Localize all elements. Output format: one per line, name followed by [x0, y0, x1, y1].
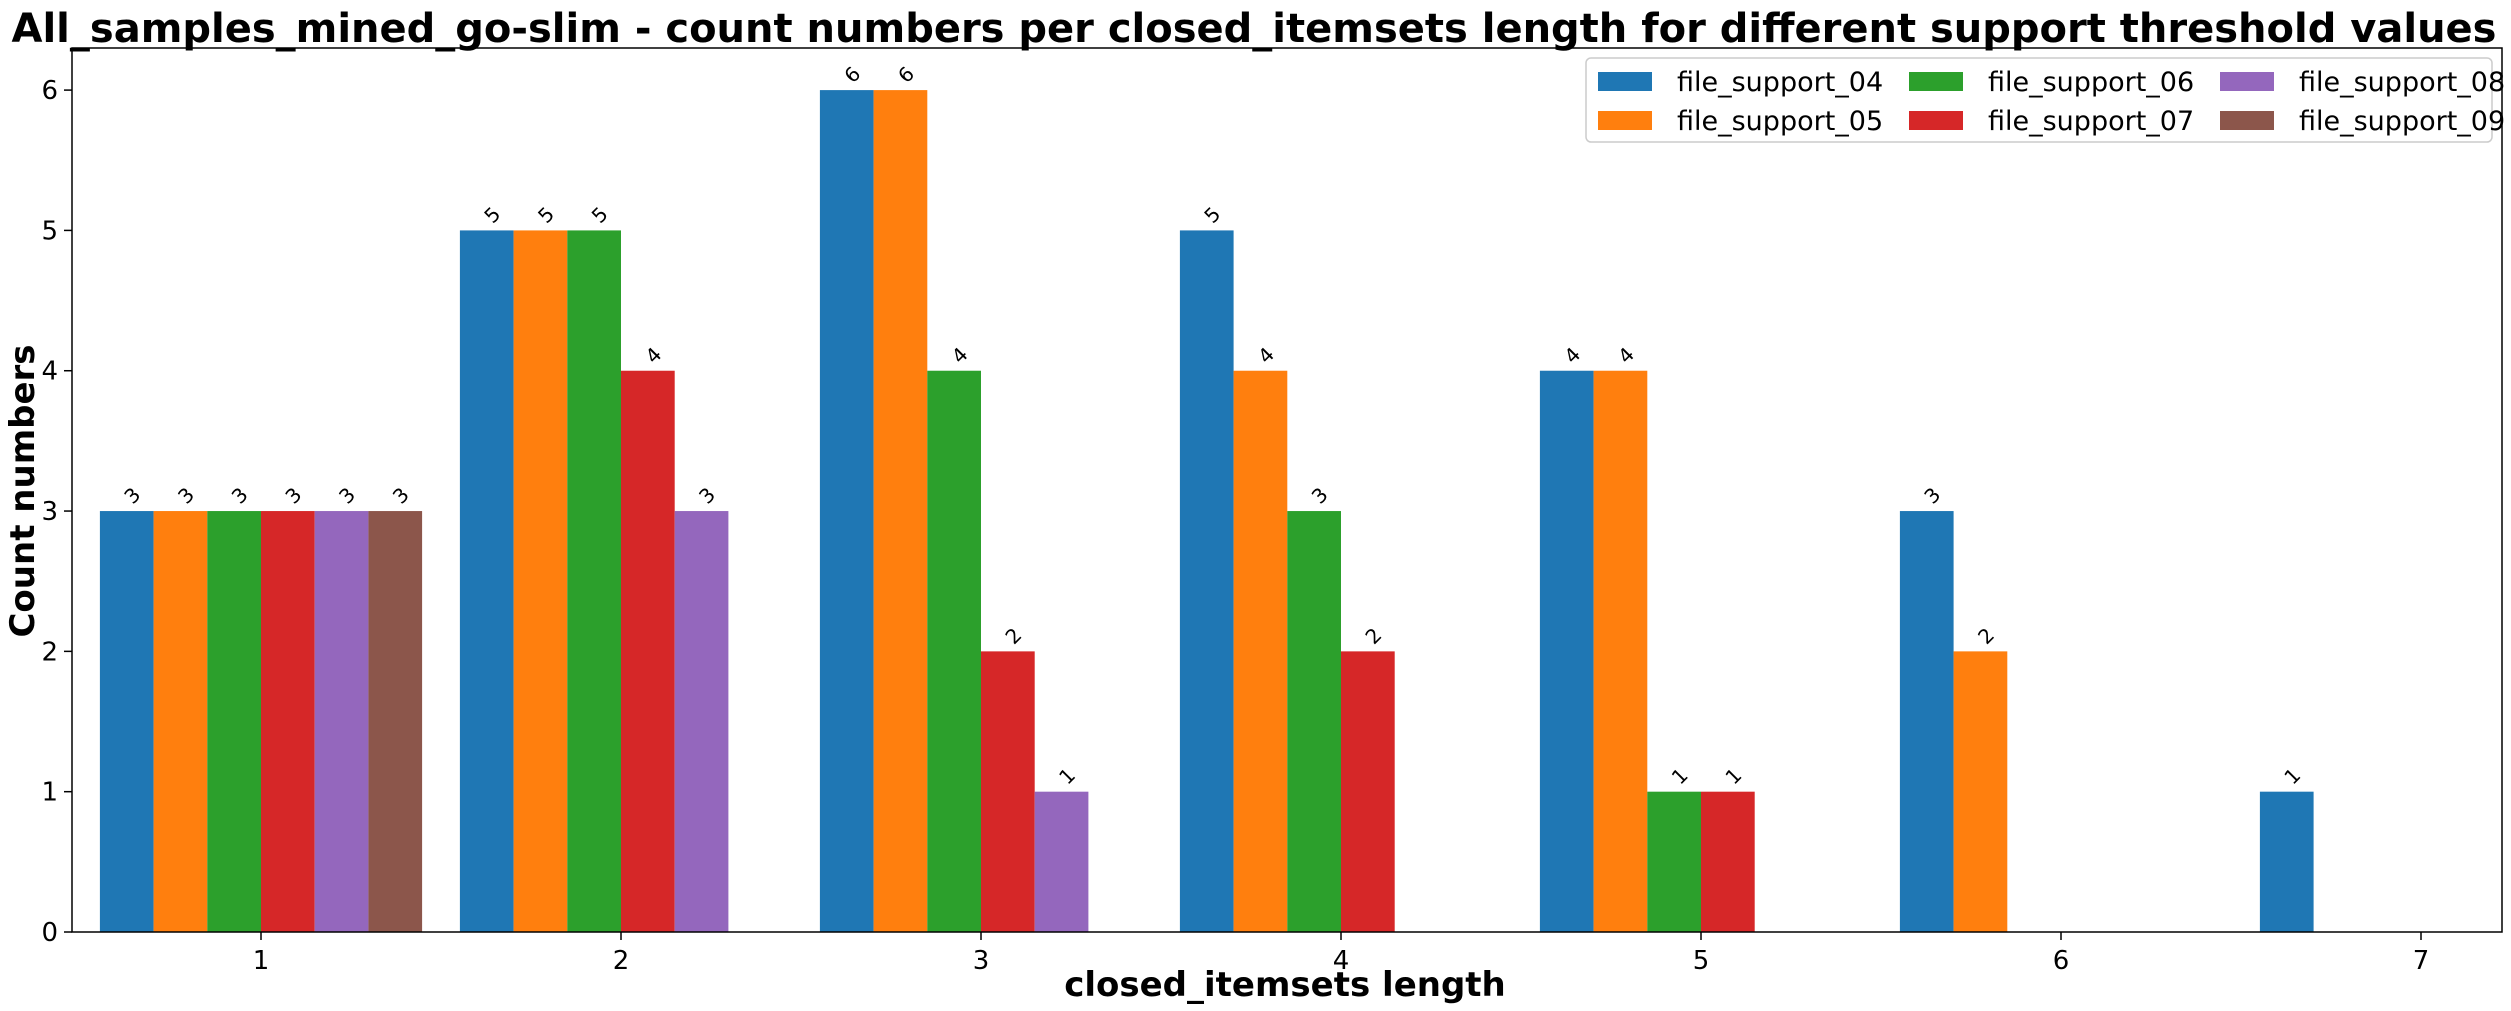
- bar-value-label: 4: [1613, 342, 1639, 368]
- bar: [621, 370, 675, 933]
- series-file_support_07: 3 4 2 2 1: [261, 342, 1755, 933]
- y-tick-label: 6: [41, 76, 58, 106]
- bar: [1899, 511, 1954, 932]
- bar: [1953, 651, 2008, 932]
- bar: [1233, 370, 1288, 933]
- bar-value-label: 3: [1919, 483, 1945, 509]
- legend-swatch: [1598, 111, 1652, 130]
- series-file_support_04: 3 5 6 5 4 3 1: [99, 62, 2314, 933]
- bar-value-label: 5: [587, 202, 613, 228]
- bar-value-label: 4: [640, 342, 666, 368]
- bar-value-label: 1: [1667, 763, 1693, 789]
- legend-label: file_support_04: [1677, 67, 1883, 98]
- bar: [2259, 791, 2314, 932]
- bar-value-label: 6: [893, 62, 919, 88]
- legend-label: file_support_07: [1988, 106, 2194, 137]
- legend-label: file_support_06: [1988, 67, 2194, 98]
- bar: [1647, 791, 1701, 932]
- x-axis-label: closed_itemsets length: [1064, 965, 1506, 1005]
- bar-value-label: 5: [479, 202, 505, 228]
- legend-label: file_support_09: [2299, 106, 2505, 137]
- bar-value-label: 3: [334, 483, 360, 509]
- legend-entry-file_support_05: file_support_05: [1598, 106, 1883, 137]
- legend-entry-file_support_06: file_support_06: [1909, 67, 2194, 98]
- chart-title: All_samples_mined_go-slim - count number…: [12, 6, 2497, 52]
- legend-swatch: [1598, 72, 1652, 91]
- bar: [1701, 791, 1755, 932]
- series-file_support_06: 3 5 4 3 1: [207, 202, 1701, 933]
- x-tick-label: 5: [1693, 946, 1710, 976]
- legend-swatch: [1909, 111, 1963, 130]
- bar-value-label: 4: [947, 342, 973, 368]
- x-tick-label: 4: [1333, 946, 1350, 976]
- bar-value-label: 2: [1973, 623, 1999, 649]
- bar-value-label: 1: [2279, 763, 2305, 789]
- x-tick-label: 2: [613, 946, 630, 976]
- legend-label: file_support_08: [2299, 67, 2505, 98]
- bar: [873, 90, 928, 933]
- bar-value-label: 3: [388, 483, 414, 509]
- legend-entry-file_support_07: file_support_07: [1909, 106, 2194, 137]
- bar: [1341, 651, 1395, 932]
- bar: [207, 511, 261, 932]
- bar: [368, 511, 423, 932]
- legend-entry-file_support_08: file_support_08: [2220, 67, 2505, 98]
- bar-value-label: 2: [1360, 623, 1386, 649]
- bar-value-label: 5: [1199, 202, 1225, 228]
- bar-value-label: 6: [839, 62, 865, 88]
- bar: [1539, 370, 1594, 933]
- x-tick-label: 7: [2413, 946, 2430, 976]
- bar: [927, 370, 981, 933]
- x-tick-label: 3: [973, 946, 990, 976]
- bar-value-label: 4: [1559, 342, 1585, 368]
- bar-value-label: 3: [1307, 483, 1333, 509]
- plot-frame: [71, 47, 2503, 933]
- bar: [674, 511, 729, 932]
- x-tick-label: 1: [253, 946, 270, 976]
- bar-value-label: 1: [1054, 763, 1080, 789]
- bar: [819, 90, 874, 933]
- bar: [513, 230, 568, 932]
- y-tick-label: 5: [41, 216, 58, 246]
- bar-value-label: 3: [280, 483, 306, 509]
- bar: [1287, 511, 1341, 932]
- bar-value-label: 3: [173, 483, 199, 509]
- y-tick-label: 4: [41, 357, 58, 387]
- y-tick-label: 1: [41, 778, 58, 808]
- bar-value-label: 3: [227, 483, 253, 509]
- legend-swatch: [1909, 72, 1963, 91]
- series-file_support_09: 3: [368, 483, 423, 932]
- bar: [1179, 230, 1234, 932]
- bar: [261, 511, 315, 932]
- plot-area: 3 5 6 5 4 3 1 3 5 6 4 4 2 3 5 4 3 1 3 4 2 2 1 3 3 1 3 0 1 2 3 4 5 6 1 2 3 4 5 6…: [41, 47, 2503, 976]
- legend-swatch: [2220, 111, 2274, 130]
- bar: [153, 511, 208, 932]
- series-file_support_05: 3 5 6 4 4 2: [153, 62, 2008, 933]
- bar-value-label: 5: [533, 202, 559, 228]
- x-tick-label: 6: [2053, 946, 2070, 976]
- legend-label: file_support_05: [1677, 106, 1883, 137]
- bar-value-label: 3: [119, 483, 145, 509]
- bar: [1593, 370, 1648, 933]
- legend: file_support_04 file_support_05 file_suppo…: [1585, 57, 2505, 143]
- bar: [567, 230, 621, 932]
- bar-value-label: 3: [694, 483, 720, 509]
- y-axis-label: Count numbers: [3, 344, 43, 637]
- bar-value-label: 2: [1000, 623, 1026, 649]
- legend-entry-file_support_09: file_support_09: [2220, 106, 2505, 137]
- y-tick-label: 0: [41, 918, 58, 948]
- bar: [1034, 791, 1089, 932]
- bar-value-label: 1: [1720, 763, 1746, 789]
- y-tick-label: 2: [41, 637, 58, 667]
- bar: [981, 651, 1035, 932]
- bar: [99, 511, 154, 932]
- bar: [314, 511, 369, 932]
- legend-swatch: [2220, 72, 2274, 91]
- bar: [459, 230, 514, 932]
- legend-entry-file_support_04: file_support_04: [1598, 67, 1883, 98]
- bar-value-label: 4: [1253, 342, 1279, 368]
- y-tick-label: 3: [41, 497, 58, 527]
